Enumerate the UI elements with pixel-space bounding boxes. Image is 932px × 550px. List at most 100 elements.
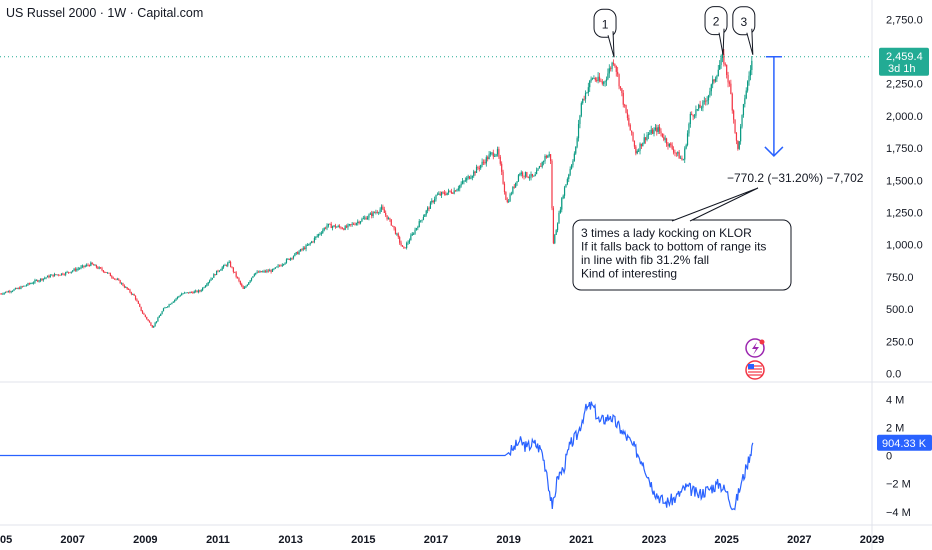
candle-body-317 [442,192,444,193]
candle-body-199 [277,265,279,267]
lightning-icon-bolt [752,342,759,355]
candle-body-249 [347,224,349,228]
candle-body-260 [362,218,364,220]
candle-body-402 [561,198,563,210]
candle-body-106 [147,319,149,321]
candle-body-529 [738,141,740,149]
candle-body-148 [206,284,208,286]
candle-body-297 [414,229,416,234]
candle-body-286 [399,237,401,243]
candle-body-521 [727,74,729,83]
candle-body-313 [436,194,438,196]
candle-body-112 [155,321,158,323]
candle-body-503 [702,101,704,108]
candle-body-54 [74,268,77,271]
candle-body-178 [248,282,250,285]
last-price-badge [879,47,929,76]
candle-body-525 [733,110,735,120]
candle-body-242 [337,225,339,227]
candle-body-218 [304,247,306,250]
candle-body-296 [413,233,415,235]
candle-body-465 [649,133,651,135]
candle-body-451 [629,124,631,131]
candle-body-288 [401,245,404,247]
x-tick-label-1: 2007 [60,534,84,546]
candle-body-200 [278,265,281,267]
candle-body-448 [625,105,627,113]
note-pointer [671,187,759,222]
candle-body-135 [188,292,190,294]
candle-body-389 [543,161,545,162]
wave-label-text-2: 2 [713,15,720,29]
candle-body-424 [591,78,594,79]
wave-label-pointer-2 [718,28,725,55]
candle-body-405 [565,184,567,188]
candle-body-62 [86,264,88,266]
candle-body-184 [256,271,258,273]
candle-body-470 [656,127,658,132]
candle-body-422 [589,80,591,88]
candle-body-490 [684,148,686,160]
candle-body-50 [69,272,71,274]
indicator-y-tick-label-1: 2 M [886,422,904,434]
y-tick-label-8: 2,000.0 [886,111,923,123]
candle-body-479 [668,143,670,147]
candle-body-425 [593,78,595,79]
candle-body-5 [6,291,8,293]
candle-body-232 [323,227,325,231]
candle-body-516 [720,57,722,65]
candle-body-276 [385,212,387,216]
candle-body-231 [322,230,324,233]
candle-body-332 [463,180,465,182]
candle-body-3 [3,292,5,294]
candle-body-172 [239,280,241,284]
candle-body-223 [311,241,313,243]
candle-body-350 [488,154,490,160]
candle-body-246 [343,228,345,230]
candle-body-109 [151,325,153,328]
candle-body-67 [93,264,95,266]
candle-body-453 [632,132,634,141]
candle-body-114 [158,315,160,318]
candle-body-72 [100,267,102,269]
candle-body-193 [269,270,271,272]
candle-body-14 [18,287,21,289]
candle-body-143 [199,290,201,292]
candle-body-209 [291,257,293,259]
candle-body-440 [614,64,616,67]
candle-body-26 [35,280,37,281]
candle-body-219 [305,245,307,250]
candle-body-475 [663,137,665,140]
candle-body-130 [181,293,183,296]
candle-body-256 [357,221,359,224]
candle-body-502 [700,107,703,109]
candle-body-433 [604,81,606,83]
candle-body-120 [167,306,169,308]
candle-body-12 [16,288,18,289]
last-price-countdown: 3d 1h [888,63,916,75]
candle-body-399 [556,223,559,231]
candle-body-128 [178,296,180,297]
candle-body-6 [7,291,9,293]
candle-body-341 [475,166,478,174]
wave-label-text-3: 3 [740,15,747,29]
candle-body-364 [508,201,510,203]
candle-body-290 [404,247,406,249]
candle-body-307 [428,207,430,209]
candle-body-97 [134,295,137,300]
candle-body-377 [526,172,528,177]
candle-body-71 [98,267,100,269]
candle-body-257 [358,221,360,224]
candle-body-237 [330,223,332,229]
y-tick-label-1: 250.0 [886,336,914,348]
candle-body-170 [236,276,239,279]
candle-body-508 [709,91,711,96]
candle-body-468 [653,129,655,134]
candle-body-298 [415,228,418,230]
candle-body-137 [190,291,193,293]
candle-body-159 [221,267,223,270]
candle-body-351 [489,152,492,155]
candle-body-167 [232,267,234,272]
candle-body-384 [536,170,538,175]
